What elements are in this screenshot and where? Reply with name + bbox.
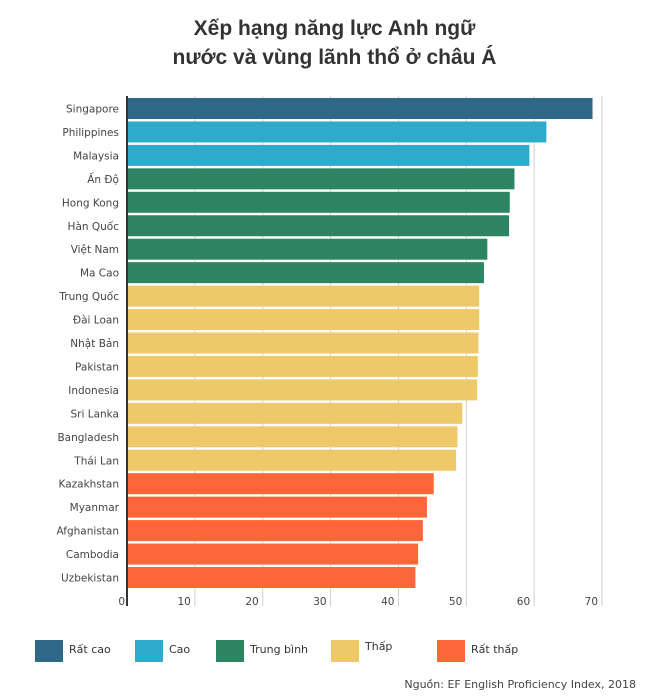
bar: [127, 262, 484, 284]
bar: [127, 473, 434, 495]
bar: [127, 238, 488, 260]
legend-swatch: [331, 640, 359, 662]
x-tick-label: 70: [585, 596, 598, 608]
category-label: Malaysia: [73, 150, 119, 162]
category-label: Hàn Quốc: [68, 221, 120, 233]
bar: [127, 191, 510, 213]
bar: [127, 567, 416, 588]
category-label: Kazakhstan: [59, 479, 120, 491]
x-tick-label: 30: [313, 596, 326, 608]
category-label: Sri Lanka: [70, 408, 119, 420]
bar: [127, 379, 478, 401]
x-tick-label: 50: [449, 596, 462, 608]
category-label: Đài Loan: [73, 315, 119, 327]
category-label: Afghanistan: [56, 526, 119, 538]
category-label: Philippines: [62, 127, 119, 139]
category-label: Indonesia: [68, 385, 119, 397]
legend-swatch: [437, 640, 465, 662]
x-tick-label: 60: [517, 596, 530, 608]
bar: [127, 520, 423, 542]
bar: [127, 332, 479, 354]
category-label: Việt Nam: [71, 244, 119, 256]
bar: [127, 426, 458, 448]
bar: [127, 449, 457, 471]
bar: [127, 98, 593, 119]
x-tick-label: 20: [245, 596, 258, 608]
bar: [127, 144, 530, 166]
category-label: Ấn Độ: [87, 172, 119, 186]
legend-label: Cao: [169, 643, 191, 656]
source-note: Nguồn: EF English Proficiency Index, 201…: [404, 678, 636, 691]
category-label: Trung Quốc: [58, 291, 119, 303]
category-label: Pakistan: [75, 361, 119, 373]
bar: [127, 285, 480, 307]
category-label: Nhật Bản: [70, 338, 119, 350]
bar: [127, 355, 478, 377]
x-tick-label: 0: [118, 596, 125, 608]
category-label: Cambodia: [66, 549, 119, 561]
bar: [127, 496, 427, 518]
legend-label: Thấp: [365, 640, 393, 653]
legend-label: Rất thấp: [471, 643, 519, 656]
category-label: Thái Lan: [73, 455, 119, 467]
category-label: Bangladesh: [57, 432, 119, 444]
category-label: Myanmar: [70, 502, 120, 514]
legend-swatch: [216, 640, 244, 662]
legend-label: Rất cao: [69, 643, 111, 656]
bar: [127, 402, 463, 424]
x-tick-label: 10: [177, 596, 190, 608]
legend-label: Trung bình: [250, 643, 309, 656]
category-label: Uzbekistan: [61, 573, 119, 585]
chart-title-line-1: Xếp hạng năng lực Anh ngữ: [193, 17, 476, 40]
legend-swatch: [135, 640, 163, 662]
bar: [127, 168, 515, 190]
bar: [127, 309, 480, 331]
category-label: Hong Kong: [62, 197, 119, 209]
category-label: Ma Cao: [80, 268, 119, 280]
bar: [127, 215, 510, 237]
bar: [127, 121, 547, 143]
chart-title-line-2: nước và vùng lãnh thổ ở châu Á: [172, 46, 497, 69]
legend-swatch: [35, 640, 63, 662]
bar: [127, 543, 419, 565]
chart-title: Xếp hạng năng lực Anh ngữ nước và vùng l…: [0, 14, 669, 72]
bar-chart: 0 10 20 30 40 50 60 70 Singapore Philippines Malay…: [56, 96, 603, 608]
x-tick-label: 40: [381, 596, 394, 608]
category-label: Singapore: [66, 104, 119, 116]
